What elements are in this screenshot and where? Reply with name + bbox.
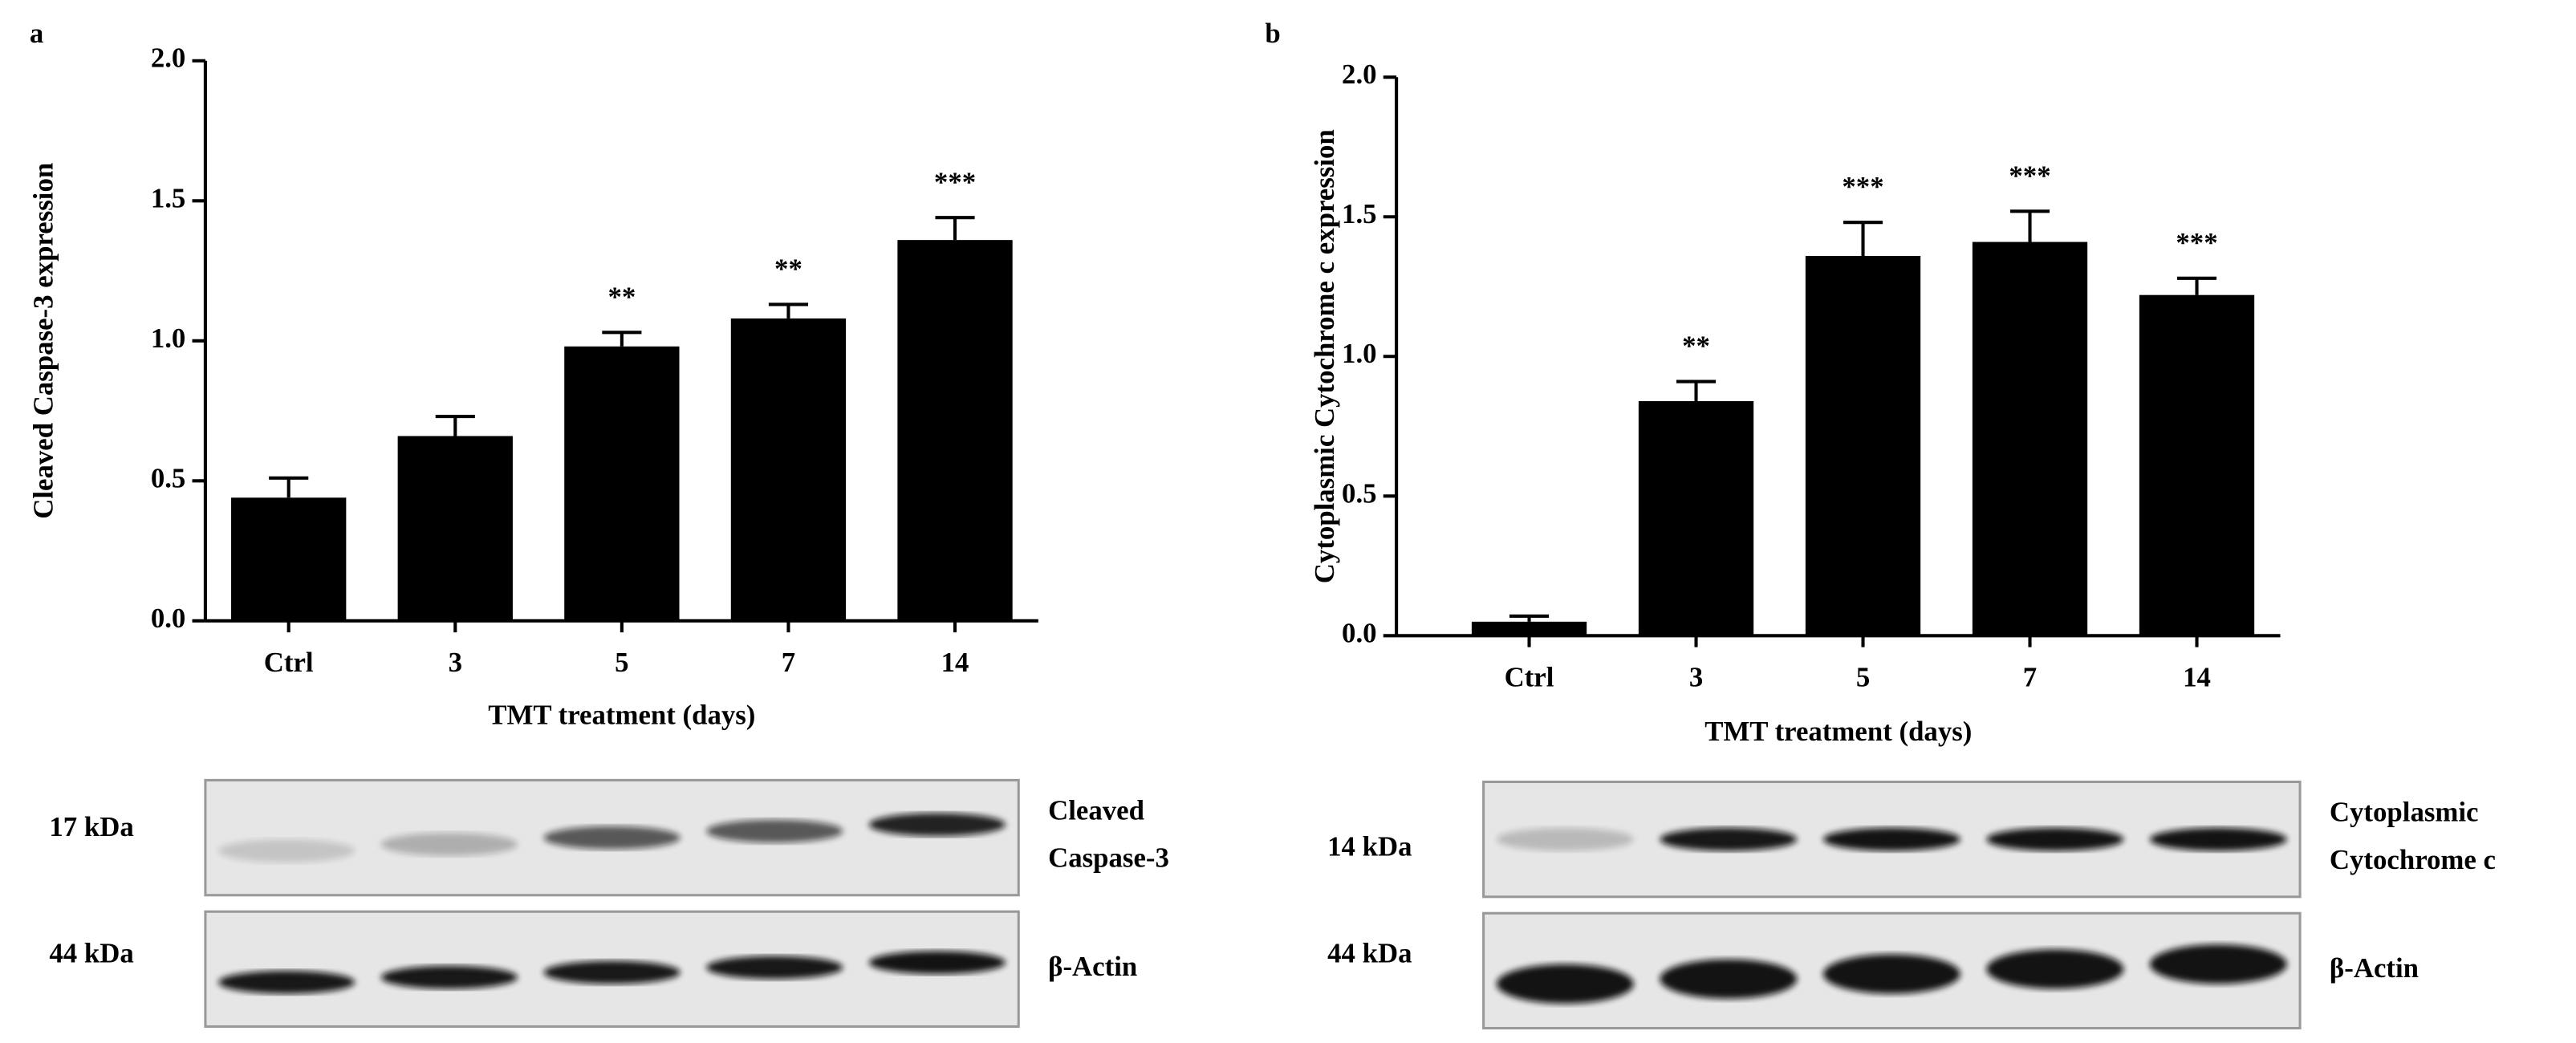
blot-label: Cytoplasmic bbox=[2330, 796, 2479, 827]
significance: *** bbox=[934, 166, 976, 197]
x-tick-label: 3 bbox=[1689, 662, 1703, 693]
blot-band bbox=[2149, 827, 2287, 851]
y-tick-label: 0.0 bbox=[1342, 617, 1377, 648]
blot-band bbox=[2149, 944, 2287, 984]
y-tick-label: 2.0 bbox=[1342, 59, 1377, 90]
x-tick-label: 3 bbox=[449, 647, 462, 678]
bar bbox=[1471, 621, 1587, 636]
x-tick-label: 5 bbox=[1856, 662, 1870, 693]
bar bbox=[564, 346, 680, 621]
blot-size: 14 kDa bbox=[1327, 830, 1412, 862]
x-tick-label: 14 bbox=[2183, 662, 2211, 693]
blot-band bbox=[706, 956, 843, 980]
y-axis-label: Cleaved Caspase-3 expression bbox=[27, 163, 59, 519]
y-axis-label: Cytoplasmic Cytochrome c expression bbox=[1309, 129, 1340, 583]
bar bbox=[397, 436, 513, 621]
x-axis-label: TMT treatment (days) bbox=[488, 700, 755, 731]
blot-label: Cleaved bbox=[1048, 794, 1144, 826]
blot-label: β-Actin bbox=[1048, 951, 1137, 982]
blot-band bbox=[380, 965, 518, 989]
x-tick-label: 14 bbox=[941, 647, 969, 678]
bar bbox=[1805, 255, 1921, 636]
panel-label: a bbox=[30, 18, 43, 49]
blot-band bbox=[868, 951, 1006, 975]
y-tick-label: 1.5 bbox=[151, 182, 185, 213]
blot-band bbox=[1986, 949, 2124, 989]
blot-band bbox=[1496, 964, 1634, 1004]
y-tick-label: 0.0 bbox=[151, 603, 185, 634]
y-tick-label: 1.0 bbox=[1342, 338, 1377, 369]
bar bbox=[1638, 400, 1754, 636]
x-tick-label: 5 bbox=[615, 647, 628, 678]
blot-band bbox=[543, 826, 681, 850]
blot-size: 44 kDa bbox=[49, 937, 133, 968]
y-tick-label: 1.5 bbox=[1342, 198, 1377, 229]
significance: *** bbox=[2009, 160, 2050, 191]
blot-label: Cytochrome c bbox=[2330, 844, 2496, 875]
x-tick-label: 7 bbox=[2023, 662, 2037, 693]
blot-band bbox=[1660, 827, 1798, 851]
bar bbox=[897, 240, 1013, 621]
significance: ** bbox=[774, 253, 802, 284]
y-tick-label: 0.5 bbox=[1342, 477, 1377, 509]
bar bbox=[231, 497, 347, 621]
significance: *** bbox=[1842, 171, 1883, 202]
y-tick-label: 0.5 bbox=[151, 462, 185, 493]
x-tick-label: Ctrl bbox=[264, 647, 314, 678]
panel-label: b bbox=[1265, 18, 1280, 49]
blot-band bbox=[380, 832, 518, 856]
blot-band bbox=[218, 839, 356, 862]
blot-band bbox=[543, 960, 681, 984]
blot-label: β-Actin bbox=[2330, 952, 2419, 984]
blot-band bbox=[218, 970, 356, 994]
blot-band bbox=[706, 819, 843, 843]
blot-band bbox=[868, 813, 1006, 837]
bar bbox=[1972, 241, 2088, 636]
significance: *** bbox=[2176, 227, 2217, 258]
blot-band bbox=[1822, 954, 1960, 994]
blot-size: 44 kDa bbox=[1327, 937, 1412, 968]
x-axis-label: TMT treatment (days) bbox=[1704, 716, 1972, 747]
blot-size: 17 kDa bbox=[49, 811, 133, 842]
blot-band bbox=[1986, 827, 2124, 851]
y-tick-label: 2.0 bbox=[151, 43, 185, 74]
blot-band bbox=[1660, 959, 1798, 999]
significance: ** bbox=[1682, 331, 1710, 362]
bar bbox=[2139, 294, 2255, 636]
x-tick-label: 7 bbox=[782, 647, 795, 678]
blot-band bbox=[1822, 827, 1960, 851]
significance: ** bbox=[607, 281, 636, 312]
x-tick-label: Ctrl bbox=[1505, 662, 1554, 693]
y-tick-label: 1.0 bbox=[151, 323, 185, 354]
bar bbox=[730, 318, 847, 621]
blot-band bbox=[1496, 827, 1634, 851]
blot-label: Caspase-3 bbox=[1048, 842, 1169, 874]
